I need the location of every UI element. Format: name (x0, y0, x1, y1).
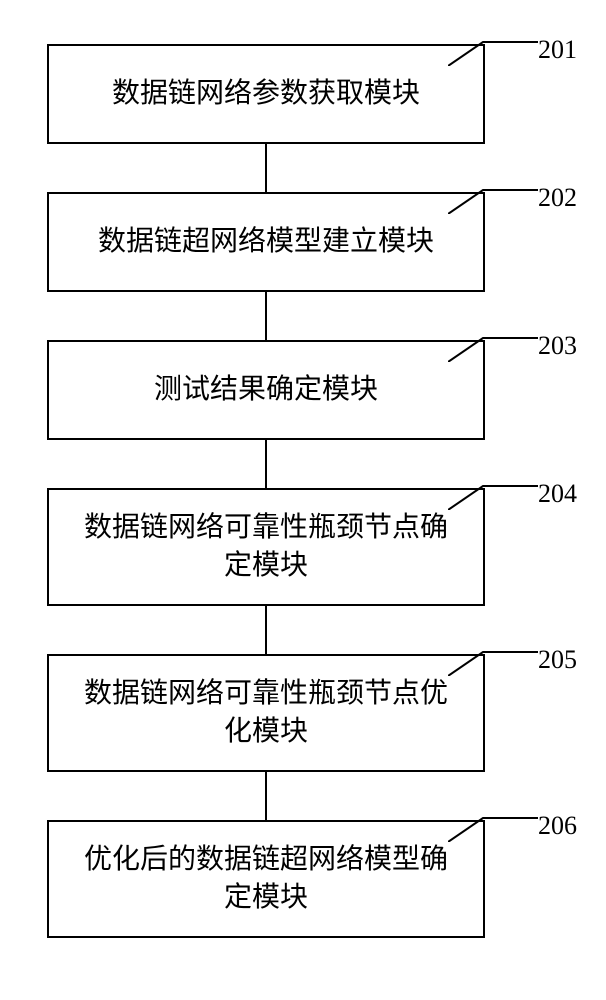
node-text: 优化后的数据链超网络模型确 定模块 (84, 841, 448, 917)
node-text: 数据链网络可靠性瓶颈节点优 化模块 (84, 675, 448, 751)
connector (265, 144, 267, 192)
node-label: 205 (538, 645, 577, 675)
node-label: 204 (538, 479, 577, 509)
node-label: 201 (538, 35, 577, 65)
node-label: 202 (538, 183, 577, 213)
node-text: 数据链网络可靠性瓶颈节点确 定模块 (84, 509, 448, 585)
node-reliability-bottleneck-optimize-module: 数据链网络可靠性瓶颈节点优 化模块 (47, 654, 485, 772)
connector (265, 606, 267, 654)
node-reliability-bottleneck-determine-module: 数据链网络可靠性瓶颈节点确 定模块 (47, 488, 485, 606)
connector (265, 440, 267, 488)
flowchart-canvas: 数据链网络参数获取模块 201 数据链超网络模型建立模块 202 测试结果确定模… (0, 0, 606, 1000)
node-test-result-determine-module: 测试结果确定模块 (47, 340, 485, 440)
connector (265, 292, 267, 340)
node-text: 测试结果确定模块 (154, 371, 378, 409)
node-data-link-param-acquire-module: 数据链网络参数获取模块 (47, 44, 485, 144)
node-text: 数据链超网络模型建立模块 (98, 223, 434, 261)
node-data-link-supernet-model-build-module: 数据链超网络模型建立模块 (47, 192, 485, 292)
node-optimized-supernet-model-determine-module: 优化后的数据链超网络模型确 定模块 (47, 820, 485, 938)
node-label: 206 (538, 811, 577, 841)
node-text: 数据链网络参数获取模块 (112, 75, 420, 113)
connector (265, 772, 267, 820)
node-label: 203 (538, 331, 577, 361)
